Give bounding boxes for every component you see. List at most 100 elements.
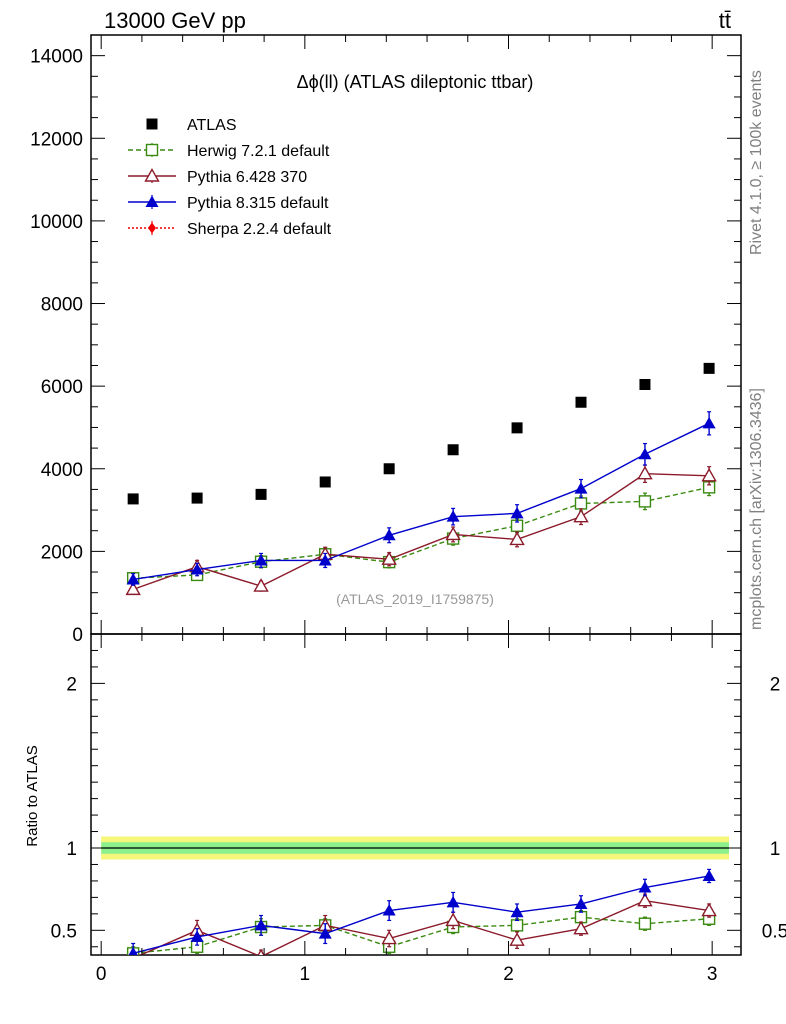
y-tick-label: 14000 [30,47,83,68]
series-herwig-7-2-1-default [126,478,716,585]
data-point-pythia-8-315-default [638,447,652,460]
legend-label-atlas: ATLAS [187,117,237,134]
x-tick-label: 3 [707,964,718,985]
ratio-point-herwig-7-2-1-default [510,919,524,932]
x-tick-label: 1 [300,964,311,985]
data-point-pythia-8-315-default [318,553,332,566]
data-point-pythia-6-428-370 [253,578,269,592]
data-point-atlas [447,444,459,456]
data-point-atlas [255,488,267,500]
data-point-pythia-8-315-default [254,553,268,566]
data-point-pythia-6-428-370 [701,467,717,482]
ratio-series-pythia-8-315-default [128,868,716,955]
ratio-point-pythia-6-428-370 [445,912,461,927]
ratio-point-pythia-8-315-default [638,881,652,893]
ratio-point-pythia-8-315-default [254,918,268,931]
header-right: tt̄ [719,8,731,33]
rivet-label: Rivet 4.1.0, ≥ 100k events [748,70,765,255]
data-point-pythia-8-315-default [126,572,140,585]
ratio-point-pythia-6-428-370 [509,932,525,946]
ratio-point-pythia-6-428-370 [381,930,397,945]
ratio-y-tick-label-left: 2 [66,674,77,695]
ratio-y-tick-label-right: 2 [770,674,781,695]
ratio-line-pythia-8-315-default [132,875,710,955]
data-point-pythia-6-428-370 [509,531,525,546]
data-point-atlas [575,396,587,408]
ratio-series-pythia-6-428-370 [130,892,717,955]
ratio-y-tick-label-left: 0.5 [51,921,77,942]
ratio-point-pythia-8-315-default [190,930,204,942]
data-point-pythia-8-315-default [574,482,588,494]
data-point-atlas [191,492,203,504]
data-point-pythia-6-428-370 [381,551,397,565]
ratio-point-pythia-6-428-370 [257,948,265,955]
main-panel: 0 2000 4000 6000 8000 10000 12000 14000 [30,34,742,646]
ratio-point-pythia-8-315-default [382,904,396,916]
data-point-pythia-6-428-370 [637,465,653,480]
mcplots-label: mcplots.cern.ch [arXiv:1306.3436] [748,388,765,630]
ratio-point-pythia-8-315-default [702,869,716,881]
ratio-point-pythia-8-315-default [128,946,138,955]
series-pythia-6-428-370 [125,464,717,596]
ratio-point-pythia-6-428-370 [637,892,653,907]
ratio-y-tick-label-right: 0.5 [762,921,786,942]
x-tick-label: 0 [96,964,107,985]
legend-label-sherpa-2-2-4-default: Sherpa 2.2.4 default [187,221,332,238]
y-tick-label: 0 [72,625,83,646]
data-point-pythia-6-428-370 [445,526,461,541]
legend-entry-pythia-8-315-default: Pythia 8.315 default [128,195,329,212]
ratio-series-herwig-7-2-1-default [126,909,716,955]
watermark: (ATLAS_2019_I1759875) [336,591,494,607]
ratio-ylabel: Ratio to ATLAS [24,745,41,846]
legend-entry-pythia-6-428-370: Pythia 6.428 370 [128,168,307,186]
y-tick-label: 12000 [30,129,83,150]
main-data [125,362,717,596]
data-point-atlas [127,493,139,505]
data-point-pythia-6-428-370 [125,581,141,596]
data-point-herwig-7-2-1-default [574,497,588,510]
legend-marker-pythia-6-428-370 [144,168,160,182]
ratio-frame [90,633,742,956]
ratio-point-herwig-7-2-1-default [638,917,652,930]
legend: ATLAS Herwig 7.2.1 default Pythia 6.428 37… [128,117,332,238]
data-point-pythia-6-428-370 [573,508,589,523]
data-point-atlas [639,378,651,390]
y-tick-label: 4000 [41,460,83,481]
data-point-pythia-8-315-default [446,510,460,522]
y-tick-label: 8000 [41,295,83,316]
data-point-atlas [511,422,523,434]
ratio-point-pythia-6-428-370 [573,920,589,935]
data-point-pythia-8-315-default [510,506,524,519]
legend-entry-herwig-7-2-1-default: Herwig 7.2.1 default [128,143,330,160]
legend-marker-pythia-8-315-default [145,195,159,207]
ratio-point-pythia-8-315-default [446,895,460,908]
x-tick-label: 2 [503,964,514,985]
legend-marker-sherpa-2-2-4-default [148,222,156,234]
chart-title: Δϕ(ll) (ATLAS dileptonic ttbar) [297,72,534,92]
ratio-panel: 0.5 0.5 1 1 2 2 0 1 2 3 [51,633,786,985]
legend-marker-herwig-7-2-1-default [145,143,159,157]
data-point-herwig-7-2-1-default [638,495,652,508]
data-point-atlas [383,463,395,475]
ratio-data [101,836,729,955]
legend-entry-atlas: ATLAS [146,117,237,134]
ratio-point-pythia-6-428-370 [701,902,717,917]
series-atlas [127,362,715,505]
ratio-line-pythia-6-428-370 [138,899,710,955]
ratio-y-tick-label-right: 1 [770,839,781,860]
legend-entry-sherpa-2-2-4-default: Sherpa 2.2.4 default [128,221,332,238]
legend-label-pythia-8-315-default: Pythia 8.315 default [187,195,329,212]
legend-label-herwig-7-2-1-default: Herwig 7.2.1 default [187,143,330,160]
y-tick-label: 10000 [30,212,83,233]
data-point-atlas [319,476,331,488]
ratio-point-pythia-8-315-default [318,927,332,939]
ratio-line-herwig-7-2-1-default [133,916,710,955]
series-pythia-8-315-default [126,411,716,586]
series-line-herwig-7-2-1-default [133,486,710,579]
series-line-pythia-6-428-370 [132,473,710,591]
ratio-point-pythia-8-315-default [574,897,588,909]
ratio-point-pythia-8-315-default [510,905,524,918]
data-point-atlas [703,362,715,374]
data-point-pythia-8-315-default [382,528,396,541]
